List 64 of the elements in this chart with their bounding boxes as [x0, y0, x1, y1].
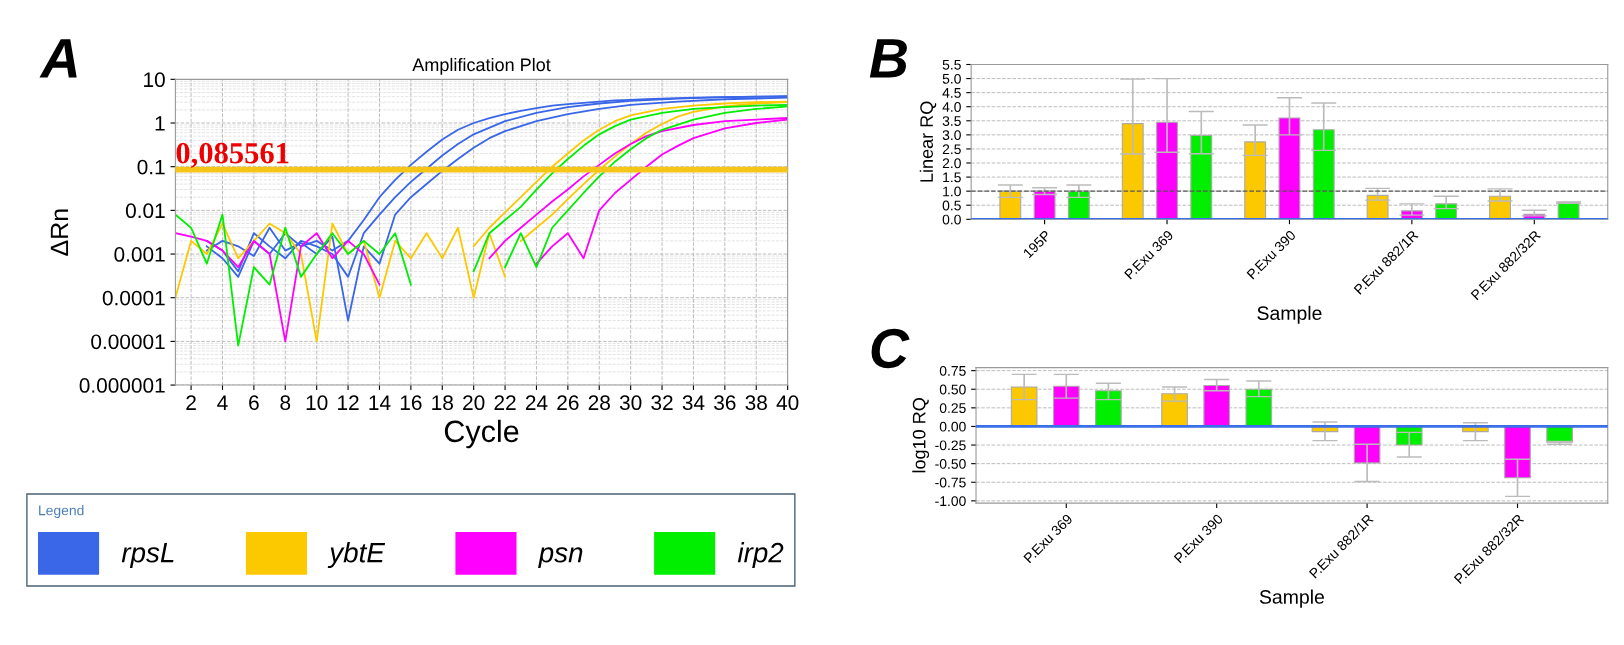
legend-label: irp2 — [737, 542, 784, 568]
legend-label: psn — [538, 547, 583, 568]
y-axis-title: log10 RQ — [912, 398, 930, 473]
y-tick-label: 0.0001 — [102, 290, 165, 306]
x-tick-label: 8 — [280, 395, 291, 411]
x-tick-label: 32 — [651, 395, 673, 411]
x-tick-label: 2 — [186, 395, 196, 410]
y-tick-label: 1 — [155, 116, 165, 131]
x-tick-label: 36 — [714, 395, 736, 411]
y-tick-label: 0.001 — [114, 247, 165, 262]
y-tick-label: 0.50 — [939, 384, 966, 395]
legend-label: ybtE — [327, 542, 386, 568]
x-tick-label: 38 — [745, 395, 767, 411]
text: C — [871, 328, 910, 369]
x-tick-label: 28 — [588, 395, 610, 411]
x-tick-label: 26 — [557, 395, 579, 411]
y-tick-label: -0.75 — [935, 477, 966, 488]
x-tick-label: 6 — [249, 395, 259, 411]
text: B — [869, 39, 907, 78]
y-tick-label: -0.50 — [935, 458, 966, 469]
y-tick-label: 0.5 — [942, 200, 961, 211]
x-tick-label: 16 — [400, 395, 422, 411]
y-tick-label: 0.01 — [125, 203, 165, 219]
x-axis-title: Sample — [1257, 305, 1322, 324]
y-tick-label: 0.0 — [942, 214, 961, 225]
x-tick-label: 4 — [217, 395, 228, 410]
y-tick-label: 3.5 — [942, 116, 961, 126]
x-tick-label: 40 — [776, 395, 799, 411]
y-tick-label: 0.1 — [137, 159, 165, 175]
x-tick-label: 12 — [338, 395, 359, 410]
y-tick-label: -0.25 — [935, 440, 966, 451]
y-axis-title: Linear RQ — [919, 101, 937, 182]
y-tick-label: 2.0 — [942, 158, 961, 169]
x-tick-label: 10 — [306, 395, 328, 411]
y-tick-label: 3.0 — [942, 130, 961, 141]
y-tick-label: 0.00 — [939, 421, 966, 432]
y-tick-label: 1.5 — [943, 172, 961, 183]
x-tick-label: 22 — [494, 395, 516, 410]
x-axis-title: Sample — [1259, 589, 1324, 608]
chart-title: Amplification Plot — [412, 57, 551, 75]
x-tick-label: 18 — [432, 395, 453, 411]
x-tick-label: 14 — [369, 395, 391, 410]
y-tick-label: 4.0 — [942, 102, 961, 112]
y-tick-label: 10 — [144, 72, 165, 88]
legend-title: Legend — [39, 505, 84, 519]
x-tick-label: 20 — [463, 395, 485, 411]
y-tick-label: 0.000001 — [79, 378, 165, 393]
y-tick-label: 0.75 — [939, 365, 966, 376]
legend-label: rpsL — [121, 543, 174, 568]
y-tick-label: 2.5 — [942, 144, 961, 155]
y-tick-label: 1.0 — [943, 186, 961, 197]
x-axis-title: Cycle — [444, 419, 519, 449]
y-tick-label: -1.00 — [935, 496, 966, 507]
x-tick-label: 30 — [619, 395, 642, 411]
text: A — [39, 39, 77, 78]
x-tick-label: 24 — [525, 395, 548, 410]
y-tick-label: 5.0 — [942, 73, 961, 84]
y-tick-label: 5.5 — [942, 59, 961, 70]
y-axis-title: ΔRn — [50, 209, 69, 256]
y-tick-label: 0.25 — [939, 403, 966, 414]
y-tick-label: 4.5 — [942, 88, 961, 98]
x-tick-label: 34 — [682, 395, 705, 411]
y-tick-label: 0.00001 — [91, 334, 165, 350]
ref-line-label: 0,085561 — [176, 142, 289, 168]
